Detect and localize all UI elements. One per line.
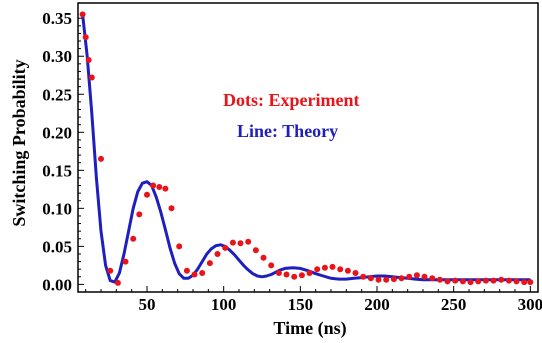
experiment-point bbox=[406, 273, 413, 280]
theory-line-layer bbox=[81, 14, 531, 284]
experiment-point bbox=[85, 57, 92, 63]
experiment-point bbox=[429, 275, 436, 282]
experiment-point bbox=[214, 251, 221, 257]
experiment-point bbox=[452, 277, 459, 284]
experiment-point bbox=[367, 275, 374, 282]
experiment-point bbox=[398, 275, 405, 282]
annotation-experiment: Dots: Experiment bbox=[223, 90, 359, 110]
experiment-point bbox=[144, 191, 150, 198]
experiment-point bbox=[245, 238, 252, 245]
experiment-point bbox=[360, 273, 367, 280]
experiment-point bbox=[162, 185, 169, 192]
experiment-point bbox=[283, 271, 290, 278]
experiment-point bbox=[383, 276, 390, 283]
experiment-point bbox=[505, 277, 512, 284]
experiment-point bbox=[291, 273, 298, 280]
experiment-point bbox=[513, 278, 520, 285]
x-tick-label: 100 bbox=[211, 295, 237, 314]
experiment-point bbox=[130, 235, 137, 242]
experiment-point bbox=[222, 244, 229, 251]
experiment-point bbox=[206, 260, 213, 267]
experiment-point bbox=[176, 243, 183, 250]
experiment-point bbox=[314, 266, 321, 273]
experiment-point bbox=[306, 270, 313, 276]
axis-ticks bbox=[78, 17, 531, 292]
plot-frame bbox=[77, 2, 539, 293]
experiment-point bbox=[260, 254, 267, 261]
experiment-point bbox=[413, 272, 420, 279]
y-tick-label: 0.20 bbox=[42, 123, 72, 142]
y-tick-label: 0.15 bbox=[42, 161, 72, 180]
experiment-point bbox=[183, 267, 190, 274]
experiment-point bbox=[459, 278, 466, 285]
x-tick-label: 250 bbox=[441, 295, 467, 314]
experiment-point bbox=[527, 279, 534, 286]
experiment-point bbox=[122, 258, 129, 265]
y-tick-label: 0.30 bbox=[42, 47, 72, 66]
experiment-point bbox=[352, 270, 359, 276]
experiment-point bbox=[79, 11, 86, 18]
experiment-point bbox=[482, 277, 489, 284]
y-tick-label: 0.05 bbox=[42, 237, 72, 256]
experiment-point bbox=[114, 279, 121, 286]
experiment-point bbox=[390, 276, 397, 283]
experiment-point bbox=[521, 279, 528, 286]
experiment-point bbox=[498, 276, 505, 283]
experiment-point bbox=[150, 182, 157, 189]
experiment-point bbox=[156, 184, 163, 190]
experiment-point bbox=[475, 278, 482, 285]
y-tick-label: 0.35 bbox=[42, 9, 72, 28]
experiment-point bbox=[329, 263, 336, 270]
experiment-point bbox=[229, 239, 236, 246]
x-tick-label: 300 bbox=[518, 295, 542, 314]
experiment-point bbox=[436, 276, 443, 283]
experiment-point bbox=[252, 247, 259, 254]
x-tick-label: 200 bbox=[364, 295, 390, 314]
experiment-point bbox=[467, 279, 474, 286]
y-tick-label: 0.25 bbox=[42, 85, 72, 104]
experiment-point bbox=[98, 155, 104, 162]
y-tick-label: 0.00 bbox=[42, 275, 72, 294]
annotation-theory: Line: Theory bbox=[237, 121, 338, 141]
x-tick-label: 150 bbox=[288, 295, 314, 314]
experiment-point bbox=[168, 205, 175, 212]
experiment-point bbox=[337, 266, 344, 273]
experiment-point bbox=[298, 272, 305, 279]
experiment-point bbox=[421, 273, 428, 280]
experiment-point bbox=[444, 278, 451, 285]
y-axis-title: Switching Probability bbox=[9, 59, 29, 226]
experiment-point bbox=[275, 270, 282, 276]
experiment-point bbox=[268, 262, 275, 269]
experiment-point bbox=[237, 240, 244, 247]
experiment-point bbox=[88, 74, 95, 81]
experiment-point bbox=[82, 34, 89, 41]
experiment-point bbox=[136, 211, 143, 218]
axis-tick-labels: 50 100 150 200 250 300 0.00 0.05 0.10 0.15 0.20 0.2… bbox=[42, 9, 542, 314]
experiment-point bbox=[375, 276, 382, 283]
experiment-point bbox=[199, 270, 206, 276]
experiment-dots-layer bbox=[79, 11, 534, 286]
experiment-point bbox=[321, 264, 328, 271]
x-axis-title: Time (ns) bbox=[273, 318, 346, 339]
theory-line bbox=[81, 14, 531, 284]
experiment-point bbox=[107, 267, 114, 274]
x-tick-label: 50 bbox=[139, 295, 156, 314]
experiment-point bbox=[490, 277, 497, 284]
experiment-point bbox=[191, 271, 198, 278]
experiment-point bbox=[344, 267, 351, 274]
y-tick-label: 0.10 bbox=[42, 199, 72, 218]
